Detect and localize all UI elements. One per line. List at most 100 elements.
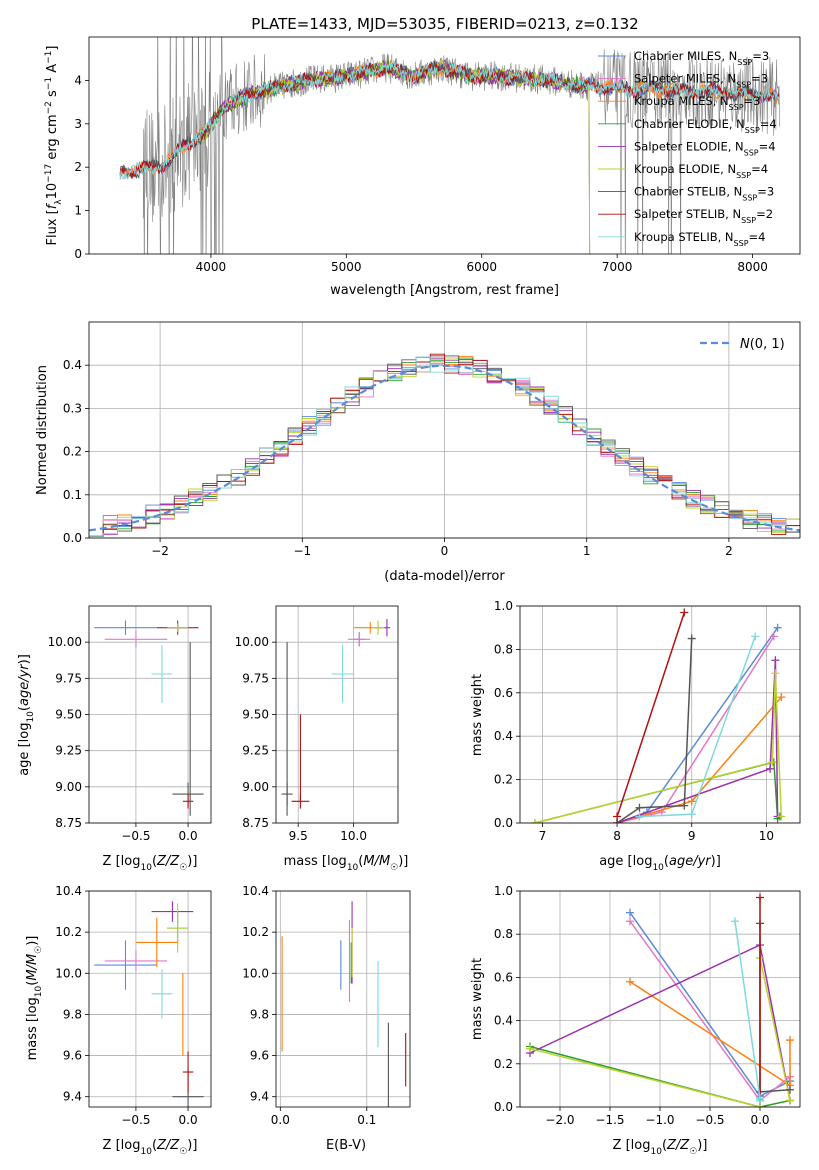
x-axis-label: mass [log10(M/M☉)] [284,854,409,873]
legend-text: Salpeter ELODIE, N [634,139,744,153]
legend-subscript: SSP [736,171,751,180]
data-point-marker [687,797,696,806]
y-tick-label: 2 [74,160,82,174]
axis-label-part: )] [187,854,197,869]
x-tick-label: −2.0 [545,1113,574,1127]
axis-label-part: 10 [140,863,152,873]
legend-entry: Kroupa STELIB, NSSP=4 [634,230,765,248]
plot-area [530,608,786,823]
axis-label-part: 10 [26,711,36,723]
x-tick-label: 0.0 [179,1113,198,1127]
axis-label-part: Z [log [613,1138,651,1153]
axis-label-part: ( [358,854,363,869]
x-tick-label: 0 [441,544,449,558]
legend-tail: =4 [759,139,776,153]
axes-frame [88,605,212,824]
axis-label-part: λ [54,199,64,205]
data-point-marker [769,632,778,641]
axis-label-part: )] [17,654,32,664]
data-point-marker [626,977,634,986]
y-tick-label: 4 [74,73,82,87]
legend-text: Chabrier MILES, N [634,49,737,63]
data-point-marker [768,758,777,767]
axis-label-part: )] [711,854,721,869]
series-line [529,1045,791,1107]
y-tick-label: 9.8 [250,1007,269,1021]
y-tick-label: 0.2 [494,1057,513,1071]
axes-frame [519,605,801,824]
y-tick-label: 8.75 [242,816,269,830]
series-line [616,638,693,823]
x-tick-label: 9.5 [289,829,308,843]
legend-entry: Salpeter MILES, NSSP=3 [634,72,768,90]
axis-label-part: ( [662,1138,667,1153]
y-tick-label: 3 [74,117,82,131]
y-axis-label: mass weight [470,958,485,1040]
y-tick-label: 10.2 [55,925,82,939]
y-tick-label: 0.4 [63,358,82,372]
data-point-marker [687,810,696,819]
y-tick-label: 0.0 [494,1100,513,1114]
legend-tail: =4 [760,117,777,131]
axis-label-part: M/M [363,854,390,869]
series-line [734,921,761,1101]
x-tick-label: 7 [539,829,547,843]
axis-label-part: Z [log [103,1138,141,1153]
axis-label-part: 10 [347,863,359,873]
y-tick-label: 0.0 [63,531,82,545]
y-tick-label: 9.50 [242,708,269,722]
axis-label-part: Z/Z [156,854,180,869]
x-tick-label: 9 [688,829,696,843]
x-tick-label: −0.5 [121,829,150,843]
y-tick-label: 10.4 [242,884,269,898]
histogram-step-line [89,353,800,537]
legend-text: Salpeter MILES, N [634,72,736,86]
legend-tail: =3 [751,72,768,86]
x-tick-label: 1 [583,544,591,558]
y-axis-label: mass [log10(M/M☉)] [25,936,44,1061]
legend-text: Kroupa MILES, N [634,94,729,108]
data-point-marker [687,634,696,643]
y-tick-label: 0 [74,247,82,261]
axis-label-part: age/yr [17,663,32,706]
x-tick-label: 0.0 [271,1113,290,1127]
data-point-marker [731,917,739,926]
series-line [759,923,791,1093]
legend-entry: Salpeter ELODIE, NSSP=4 [634,139,776,157]
axis-label-part: Z/Z [156,1138,180,1153]
axis-label-part: M/M [25,954,40,981]
legend-tail: =3 [752,49,769,63]
data-point-marker [613,812,622,821]
legend-subscript: SSP [736,80,751,89]
legend-text: Salpeter STELIB, N [634,207,741,221]
mass-vs-extinction-plot: 0.0 0.1 9.4 9.6 9.8 10.0 10.2 10.4 E(B-V) [242,884,411,1153]
x-tick-label: 10 [759,829,774,843]
axis-label-part: ☉ [689,1147,697,1157]
axis-label-part: ( [152,854,157,869]
y-tick-label: 10.00 [235,635,269,649]
y-tick-label: 9.4 [250,1090,269,1104]
plot-area [281,619,391,816]
plot-area [94,620,204,816]
axes-frame [519,890,801,1108]
plot-area [281,901,407,1107]
legend-tail: =4 [749,230,766,244]
axis-label-part: −2 [44,101,54,114]
axis-label-part: −1 [44,77,54,90]
data-point-marker [635,803,644,812]
data-point-marker [680,801,689,810]
model-spectrum-line [119,61,780,180]
y-tick-label: 0.0 [494,816,513,830]
data-point-marker [526,1044,534,1053]
legend-text: N [740,337,750,352]
axis-label-part: ☉ [179,863,187,873]
y-tick-label: 0.3 [63,401,82,415]
y-tick-label: 9.4 [63,1090,82,1104]
axis-label-part: )] [187,1138,197,1153]
series-line [616,612,686,817]
x-tick-label: 0.1 [357,1113,376,1127]
axis-label-part: age [log [17,723,32,776]
data-point-marker [777,693,786,702]
y-tick-label: 0.8 [494,642,513,656]
